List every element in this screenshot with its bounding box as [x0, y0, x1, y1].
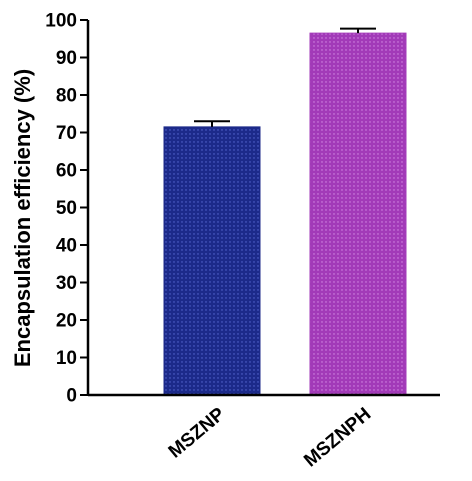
- y-tick-label: 50: [56, 198, 77, 219]
- y-tick-label: 20: [56, 311, 77, 332]
- y-tick-label: 0: [66, 386, 77, 407]
- y-tick-label: 90: [56, 48, 77, 69]
- error-bars: [194, 27, 376, 127]
- y-tick-label: 10: [56, 348, 77, 369]
- bar-msznp: [163, 126, 261, 396]
- y-tick-label: 80: [56, 86, 77, 107]
- y-tick-label: 70: [56, 123, 77, 144]
- y-tick-label: 60: [56, 161, 77, 182]
- x-tick-label-msznph: MSZNPH: [300, 404, 375, 472]
- bar-msznph: [309, 32, 407, 396]
- bars: [163, 32, 407, 396]
- y-axis-title: Encapsulation efficiency (%): [10, 69, 35, 367]
- y-tick-label: 40: [56, 236, 77, 257]
- y-tick-label: 100: [45, 11, 77, 32]
- y-tick-label: 30: [56, 273, 77, 294]
- x-tick-label-msznp: MSZNP: [165, 404, 230, 463]
- x-axis-labels: MSZNP MSZNPH: [165, 404, 375, 472]
- y-axis-ticks: 0 10 20 30 40 50 60 70 80 90 100: [45, 11, 88, 407]
